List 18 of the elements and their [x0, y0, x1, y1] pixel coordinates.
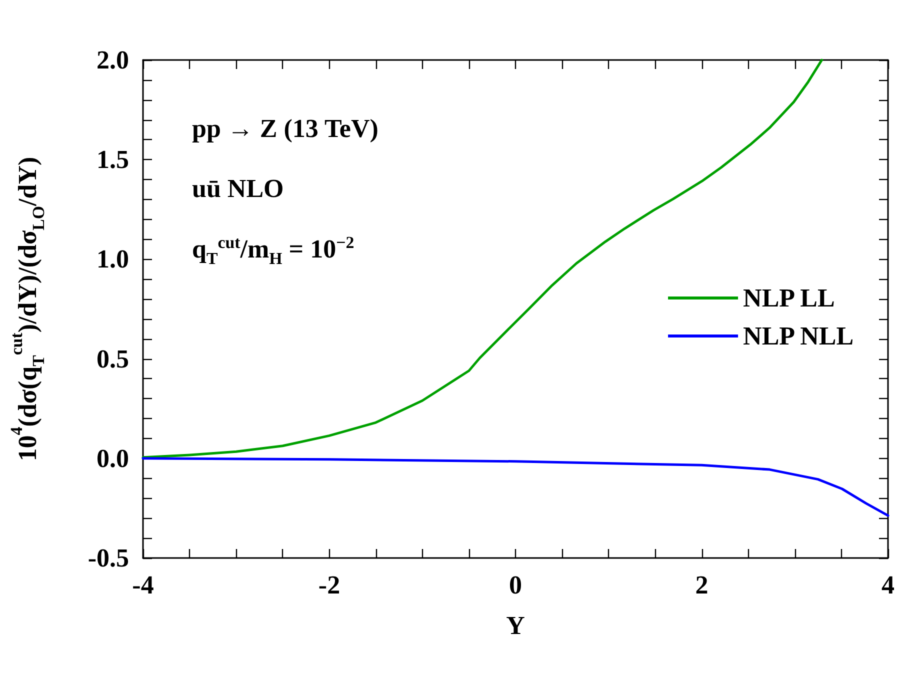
y-axis-title: 104(dσ(qTcut)/dY)/(dσLO/dY) [7, 156, 48, 462]
x-tick-label: 4 [882, 570, 894, 600]
x-tick-label: -4 [132, 570, 154, 600]
annotation: q$_{T}$$^{cut}$/m$_{H}$ = 10$^{−2}$ [192, 232, 354, 270]
y-tick-label: 1.0 [96, 244, 129, 274]
legend-label: NLP LL [743, 284, 835, 312]
x-tick-label: 2 [695, 570, 708, 600]
y-tick-label: 0.5 [96, 344, 129, 374]
annotation: pp → Z (13 TeV) [192, 113, 378, 145]
annotation: uū NLO [192, 173, 284, 205]
x-tick-label: 0 [509, 570, 522, 600]
x-tick-label: -2 [318, 570, 340, 600]
legend-label: NLP NLL [743, 322, 854, 350]
y-tick-label: -0.5 [88, 544, 129, 572]
y-tick-label: 2.0 [96, 46, 129, 74]
y-tick-label: 0.0 [96, 444, 129, 473]
x-axis-title: Y [506, 611, 526, 640]
y-tick-label: 1.5 [96, 145, 129, 174]
